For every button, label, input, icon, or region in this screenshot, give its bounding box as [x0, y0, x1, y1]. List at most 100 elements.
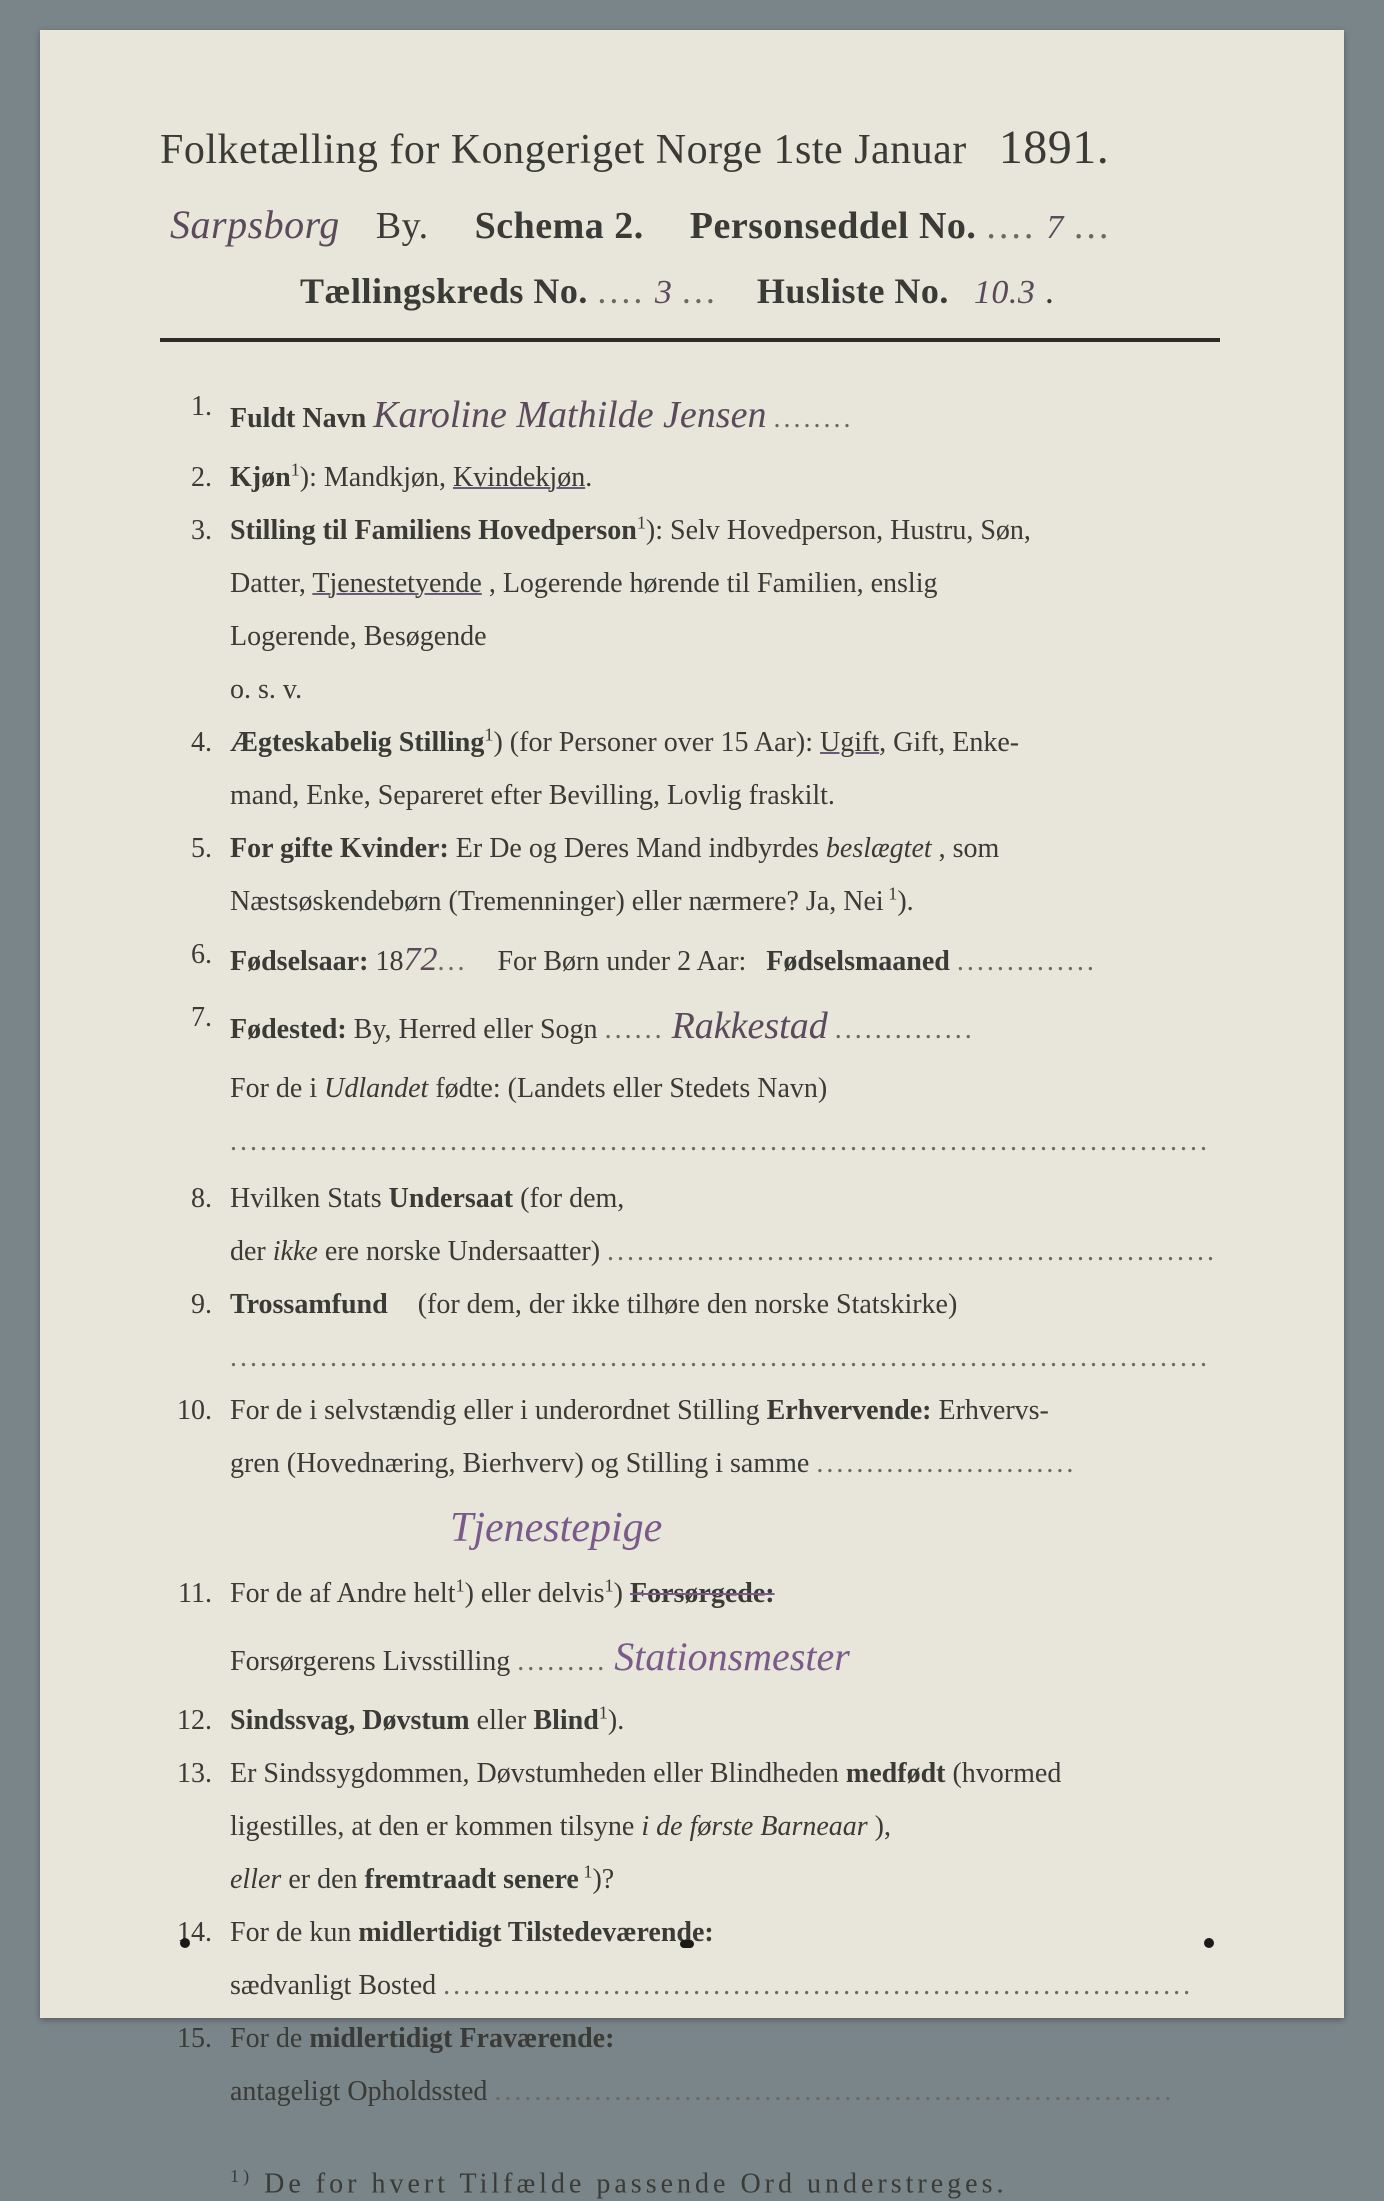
- label-trossamfund: Trossamfund: [230, 1289, 388, 1320]
- row-num: 4.: [160, 718, 230, 767]
- row-num: 15.: [160, 2014, 230, 2063]
- row-body: Sindssvag, Døvstum eller Blind1).: [230, 1696, 1244, 1745]
- option-mandkjon: Mandkjøn,: [324, 462, 446, 493]
- title-year: 1891: [999, 121, 1097, 174]
- row-13c: eller er den fremtraadt senere 1)?: [160, 1855, 1244, 1904]
- year-hw: 72: [403, 941, 437, 978]
- text: Erhvervs-: [938, 1395, 1048, 1426]
- dots: ........: [773, 403, 853, 434]
- row-body: Fuldt Navn Karoline Mathilde Jensen ....…: [230, 382, 1244, 449]
- title-prefix: Folketælling for Kongeriget Norge 1ste J…: [160, 127, 967, 173]
- row-body: Fødselsaar: 1872... For Børn under 2 Aar…: [230, 930, 1244, 990]
- personseddel-no: 7: [1046, 209, 1064, 246]
- text: ligestilles, at den er kommen tilsyne: [230, 1811, 641, 1842]
- husliste-no: 10.3: [974, 274, 1036, 311]
- row-10c: Tjenestepige: [160, 1492, 1244, 1566]
- dots: ........................................…: [607, 1236, 1217, 1267]
- footnote-marker: 1): [230, 2166, 253, 2186]
- text-italic: Udlandet: [324, 1073, 428, 1104]
- row-num: 1.: [160, 382, 230, 431]
- value-name: Karoline Mathilde Jensen: [373, 394, 766, 436]
- label-medfodt: medfødt: [846, 1758, 946, 1789]
- text-italic: eller: [230, 1864, 281, 1895]
- row-9: 9. Trossamfund (for dem, der ikke tilhør…: [160, 1280, 1244, 1329]
- row-num: 3.: [160, 506, 230, 555]
- row-body: Er Sindssygdommen, Døvstumheden eller Bl…: [230, 1749, 1244, 1798]
- row-8: 8. Hvilken Stats Undersaat (for dem,: [160, 1174, 1244, 1223]
- row-num: 8.: [160, 1174, 230, 1223]
- row-body: For de midlertidigt Fraværende:: [230, 2014, 1244, 2063]
- year-prefix: 18: [375, 946, 403, 977]
- option-ugift: Ugift: [820, 727, 879, 758]
- row-body: gren (Hovednæring, Bierhverv) og Stillin…: [230, 1439, 1244, 1488]
- row-body: For de af Andre helt1) eller delvis1) Fo…: [230, 1569, 1244, 1618]
- label-forsorgede: Forsørgede:: [630, 1578, 775, 1609]
- dots-line: ........................................…: [230, 1117, 1244, 1166]
- text: For Børn under 2 Aar:: [497, 946, 746, 977]
- label-fravaerende: midlertidigt Fraværende:: [309, 2023, 614, 2054]
- ink-blot-icon: [1204, 1938, 1214, 1948]
- horizontal-rule: [160, 338, 1220, 342]
- row-body: Hvilken Stats Undersaat (for dem,: [230, 1174, 1244, 1223]
- row-13b: ligestilles, at den er kommen tilsyne i …: [160, 1802, 1244, 1851]
- label-erhvervende: Erhvervende:: [767, 1395, 932, 1426]
- row-15: 15. For de midlertidigt Fraværende:: [160, 2014, 1244, 2063]
- text: (hvormed: [952, 1758, 1061, 1789]
- row-3c: Logerende, Besøgende: [160, 612, 1244, 661]
- row-num: 2.: [160, 453, 230, 502]
- text: For de: [230, 2023, 302, 2054]
- text: sædvanligt Bosted: [230, 1970, 436, 2001]
- row-num: 11.: [160, 1569, 230, 1618]
- label-fodselsmaaned: Fødselsmaaned: [766, 946, 950, 977]
- text-italic: i de første Barneaar: [641, 1811, 867, 1842]
- dots: ..............: [835, 1014, 975, 1045]
- row-10b: gren (Hovednæring, Bierhverv) og Stillin…: [160, 1439, 1244, 1488]
- schema-label: Schema 2.: [475, 205, 644, 247]
- text: fødte: (Landets eller Stedets Navn): [435, 1073, 827, 1104]
- label-fodselsaar: Fødselsaar:: [230, 946, 368, 977]
- dots: ........................................…: [494, 2076, 1174, 2107]
- label-fuldt-navn: Fuldt Navn: [230, 403, 366, 434]
- footnote: 1) De for hvert Tilfælde passende Ord un…: [160, 2166, 1244, 2200]
- label-stilling: Stilling til Familiens Hovedperson: [230, 515, 637, 546]
- row-15b: antageligt Opholdssted .................…: [160, 2067, 1244, 2116]
- row-14b: sædvanligt Bosted ......................…: [160, 1961, 1244, 2010]
- header-line1: Folketælling for Kongeriget Norge 1ste J…: [160, 110, 1244, 187]
- text: er den: [288, 1864, 357, 1895]
- text: antageligt Opholdssted: [230, 2076, 487, 2107]
- header-line3: Tællingskreds No. .... 3 ... Husliste No…: [160, 263, 1244, 321]
- text: (for dem, der ikke tilhøre den norske St…: [418, 1289, 958, 1320]
- text-italic: beslægtet: [826, 833, 932, 864]
- text: Hvilken Stats: [230, 1183, 389, 1214]
- label-aegteskab: Ægteskabelig Stilling: [230, 727, 484, 758]
- label-undersaat: Undersaat: [389, 1183, 513, 1214]
- text: For de i: [230, 1073, 324, 1104]
- row-body: o. s. v.: [230, 665, 1244, 714]
- label-kjon: Kjøn: [230, 462, 291, 493]
- text: gren (Hovednæring, Bierhverv) og Stillin…: [230, 1448, 809, 1479]
- text: (for Personer over 15 Aar):: [510, 727, 813, 758]
- row-body: For gifte Kvinder: Er De og Deres Mand i…: [230, 824, 1244, 873]
- row-num: 6.: [160, 930, 230, 979]
- row-3: 3. Stilling til Familiens Hovedperson1):…: [160, 506, 1244, 555]
- row-body: ligestilles, at den er kommen tilsyne i …: [230, 1802, 1244, 1851]
- value-fodested: Rakkestad: [672, 1005, 828, 1047]
- option-tjenestetyende: Tjenestetyende: [312, 568, 481, 599]
- taellingskreds-no: 3: [655, 274, 673, 311]
- row-6: 6. Fødselsaar: 1872... For Børn under 2 …: [160, 930, 1244, 990]
- text: For de i selvstændig eller i underordnet…: [230, 1395, 760, 1426]
- row-body: Næstsøskendebørn (Tremenninger) eller næ…: [230, 877, 1244, 926]
- row-body: Trossamfund (for dem, der ikke tilhøre d…: [230, 1280, 1244, 1329]
- text: By, Herred eller Sogn: [354, 1014, 598, 1045]
- row-body: Stilling til Familiens Hovedperson1): Se…: [230, 506, 1244, 555]
- text: Næstsøskendebørn (Tremenninger) eller næ…: [230, 886, 884, 917]
- row-num: 12.: [160, 1696, 230, 1745]
- row-13: 13. Er Sindssygdommen, Døvstumheden elle…: [160, 1749, 1244, 1798]
- row-num: 10.: [160, 1386, 230, 1435]
- row-10: 10. For de i selvstændig eller i underor…: [160, 1386, 1244, 1435]
- row-body: der ikke ere norske Undersaatter) ......…: [230, 1227, 1244, 1276]
- row-body: For de i Udlandet fødte: (Landets eller …: [230, 1064, 1244, 1113]
- row-body: Forsørgerens Livsstilling ......... Stat…: [230, 1622, 1244, 1692]
- row-body: Logerende, Besøgende: [230, 612, 1244, 661]
- taellingskreds-label: Tællingskreds No.: [300, 271, 588, 311]
